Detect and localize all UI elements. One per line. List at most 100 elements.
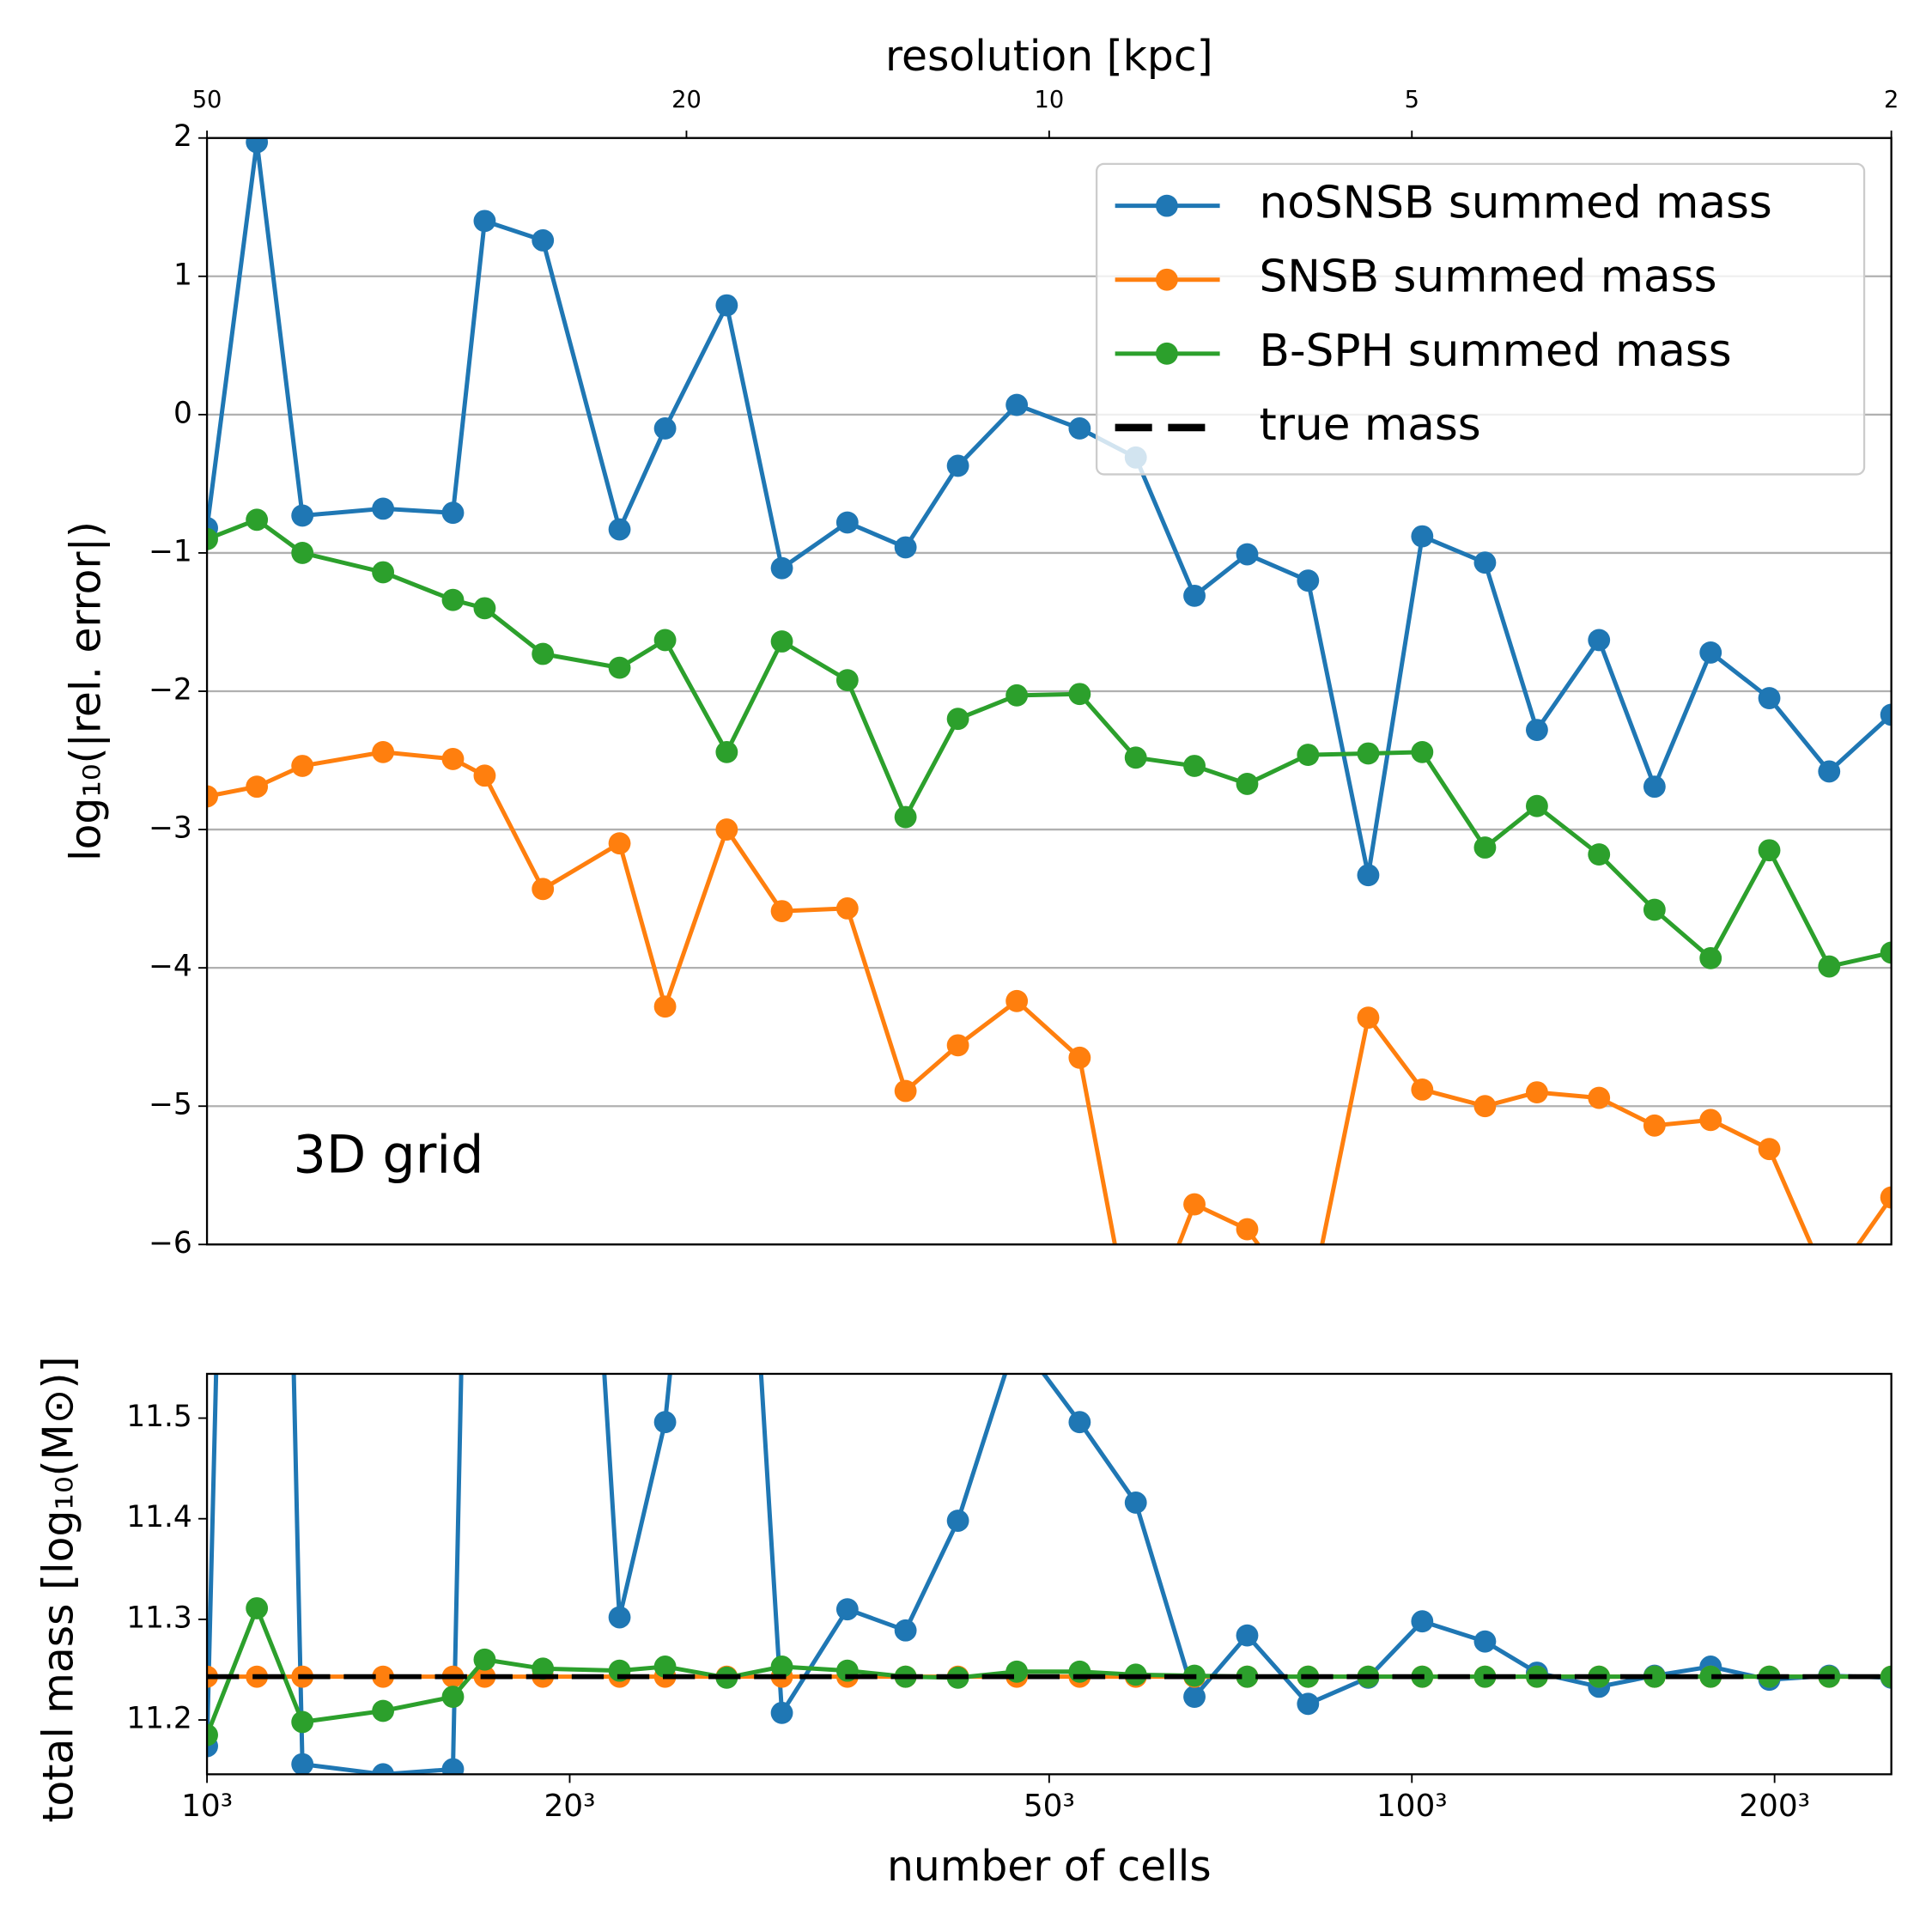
data-point <box>835 896 859 920</box>
data-point <box>1297 1692 1320 1716</box>
data-point <box>1880 703 1892 726</box>
data-point <box>1880 1665 1892 1688</box>
data-point <box>1297 569 1320 592</box>
data-point <box>1880 1186 1892 1209</box>
data-point <box>715 818 738 841</box>
data-point <box>1880 941 1892 964</box>
data-point <box>1699 946 1722 969</box>
data-point <box>1758 839 1781 862</box>
data-point <box>1526 794 1548 817</box>
data-point <box>1357 1006 1380 1030</box>
plot-frame <box>205 137 1893 1246</box>
data-point <box>1588 629 1611 652</box>
data-point <box>1068 1411 1091 1434</box>
data-point <box>894 805 917 829</box>
data-point <box>1183 1686 1206 1709</box>
x-tick-label: 50³ <box>1024 1789 1075 1824</box>
data-point <box>1005 683 1029 707</box>
data-point <box>372 497 395 520</box>
data-point <box>473 597 496 620</box>
data-point <box>1699 1665 1722 1688</box>
data-point <box>1473 1095 1497 1118</box>
data-point <box>653 995 677 1018</box>
data-point <box>1473 1630 1497 1653</box>
legend-label: noSNSB summed mass <box>1260 178 1772 229</box>
y-tick-label: 1 <box>173 258 192 292</box>
data-point <box>946 1034 969 1057</box>
data-point <box>770 1701 793 1724</box>
data-point <box>441 588 465 611</box>
legend-label: SNSB summed mass <box>1260 252 1717 303</box>
data-point <box>372 1763 395 1775</box>
data-point <box>1411 1610 1434 1633</box>
data-point <box>653 1656 677 1678</box>
y-tick-label: 2 <box>173 119 192 154</box>
series-layer <box>207 137 1892 1245</box>
data-point <box>1758 687 1781 709</box>
data-point <box>372 740 395 763</box>
legend-box <box>1095 162 1866 476</box>
legend-marker <box>1155 268 1178 291</box>
data-point <box>1183 584 1206 607</box>
y-tick-label: 11.2 <box>126 1702 192 1736</box>
data-point <box>653 1411 677 1434</box>
data-point <box>1068 683 1091 706</box>
data-point <box>291 1753 314 1775</box>
data-point <box>608 656 631 679</box>
data-point <box>894 536 917 559</box>
data-point <box>770 556 793 580</box>
data-point <box>770 900 793 923</box>
data-point <box>246 1597 269 1619</box>
data-point <box>473 1648 496 1671</box>
data-point <box>770 1656 793 1678</box>
data-point <box>653 417 677 440</box>
data-point <box>372 1699 395 1722</box>
data-point <box>532 642 555 665</box>
data-point <box>291 504 314 527</box>
data-point <box>372 1665 395 1688</box>
data-point <box>1005 1660 1029 1683</box>
x2-tick-label: 50 <box>192 87 222 113</box>
data-point <box>532 1657 555 1680</box>
data-point <box>1236 1218 1259 1241</box>
y-tick-label: −1 <box>149 534 192 568</box>
data-point <box>1473 836 1497 859</box>
data-point <box>207 785 218 808</box>
data-point <box>1758 1138 1781 1161</box>
series-layer <box>207 1373 1892 1775</box>
bottom-panel: 11.2 11.3 11.4 11.5 10³ 20³ 50³ 100³ 200³ number … <box>34 1356 1893 1891</box>
data-point <box>1643 898 1666 921</box>
legend-label: B-SPH summed mass <box>1260 325 1732 377</box>
data-point <box>1699 641 1722 664</box>
data-point <box>1643 1665 1666 1688</box>
data-point <box>1236 773 1259 795</box>
x-tick-label: 20³ <box>544 1789 595 1824</box>
data-point <box>1068 1046 1091 1069</box>
y-tick-label: 11.4 <box>126 1500 192 1534</box>
data-point <box>770 630 793 653</box>
x2-tick-label: 10 <box>1035 87 1065 113</box>
y-axis-label: log₁₀(|rel. error|) <box>61 521 110 861</box>
y-tick-label: −3 <box>149 811 192 846</box>
data-point <box>532 228 555 252</box>
y-tick-label: −5 <box>149 1088 192 1122</box>
data-point <box>441 748 465 770</box>
data-point <box>1411 1078 1434 1101</box>
data-point <box>372 561 395 584</box>
data-point <box>1236 1624 1259 1647</box>
data-point <box>1411 525 1434 548</box>
y-tick-label: 11.5 <box>126 1400 192 1434</box>
y-tick-label: −6 <box>149 1226 192 1261</box>
data-point <box>1643 1114 1666 1137</box>
y-tick-label: −4 <box>149 950 192 984</box>
legend-label: true mass <box>1260 399 1481 451</box>
data-point <box>291 755 314 777</box>
data-point <box>1643 775 1666 799</box>
data-point <box>441 1686 465 1709</box>
data-point <box>946 454 969 477</box>
data-point <box>608 1606 631 1629</box>
data-point <box>1236 1665 1259 1688</box>
data-point <box>1297 744 1320 767</box>
annotation: 3D grid <box>294 1125 484 1185</box>
